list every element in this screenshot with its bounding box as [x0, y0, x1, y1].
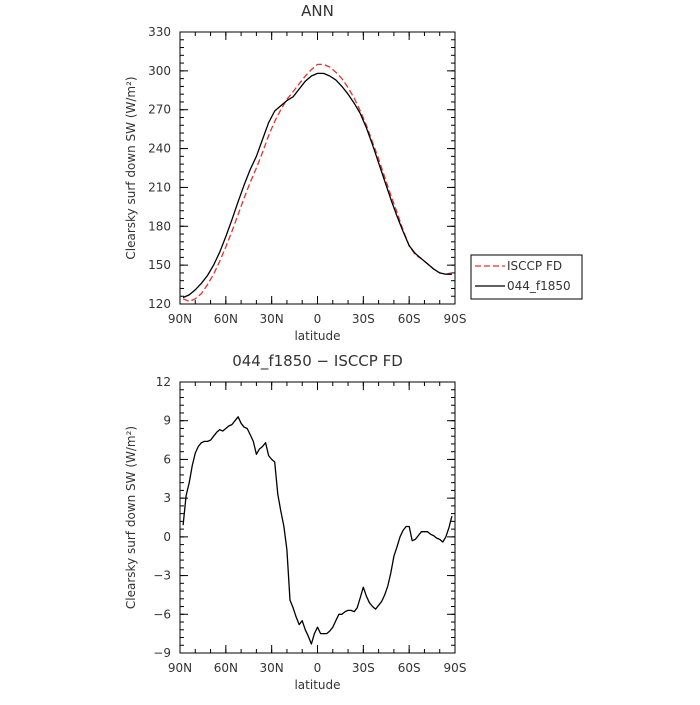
bottom-x-tick-label: 30N: [260, 661, 284, 675]
top-y-tick-label: 150: [148, 258, 171, 272]
top-x-tick-label: 60S: [398, 312, 421, 326]
bottom-y-tick-label: −6: [153, 607, 171, 621]
bottom-y-tick-label: −9: [153, 646, 171, 660]
top-x-tick-label: 90N: [168, 312, 192, 326]
top-y-tick-label: 240: [148, 142, 171, 156]
top-x-tick-label: 30S: [352, 312, 375, 326]
top-x-tick-label: 0: [314, 312, 322, 326]
top-y-tick-label: 210: [148, 180, 171, 194]
top-y-tick-label: 270: [148, 103, 171, 117]
legend-box: [470, 254, 583, 300]
bottom-x-axis-label: latitude: [294, 678, 340, 692]
top-line-isccp-fd: [182, 63, 453, 303]
bottom-x-tick-label: 90S: [444, 661, 467, 675]
bottom-y-tick-label: 0: [163, 530, 171, 544]
top-x-tick-label: 30N: [260, 312, 284, 326]
bottom-chart-title: 044_f1850 − ISCCP FD: [232, 352, 403, 371]
top-x-tick-label: 60N: [214, 312, 238, 326]
bottom-y-tick-label: 6: [163, 452, 171, 466]
top-line-044-f1850: [182, 72, 452, 299]
bottom-y-axis-label: Clearsky surf down SW (W/m²): [124, 426, 138, 609]
top-chart-title: ANN: [301, 2, 334, 20]
bottom-x-tick-label: 60N: [214, 661, 238, 675]
bottom-line-series-0: [182, 416, 453, 645]
bottom-y-tick-label: 12: [156, 375, 171, 389]
bottom-x-tick-label: 60S: [398, 661, 421, 675]
top-y-tick-label: 180: [148, 219, 171, 233]
top-x-tick-label: 90S: [444, 312, 467, 326]
top-y-axis-label: Clearsky surf down SW (W/m²): [124, 76, 138, 259]
top-y-tick-label: 120: [148, 297, 171, 311]
legend-label-1: 044_f1850: [507, 279, 571, 293]
top-x-axis-label: latitude: [294, 329, 340, 343]
bottom-plot-frame: [179, 381, 456, 654]
top-y-tick-label: 300: [148, 64, 171, 78]
bottom-y-tick-label: −3: [153, 569, 171, 583]
bottom-x-tick-label: 0: [314, 661, 322, 675]
top-y-tick-label: 330: [148, 25, 171, 39]
bottom-y-tick-label: 3: [163, 491, 171, 505]
bottom-x-tick-label: 30S: [352, 661, 375, 675]
legend-label-0: ISCCP FD: [507, 259, 562, 273]
bottom-x-tick-label: 90N: [168, 661, 192, 675]
bottom-y-tick-label: 9: [163, 414, 171, 428]
